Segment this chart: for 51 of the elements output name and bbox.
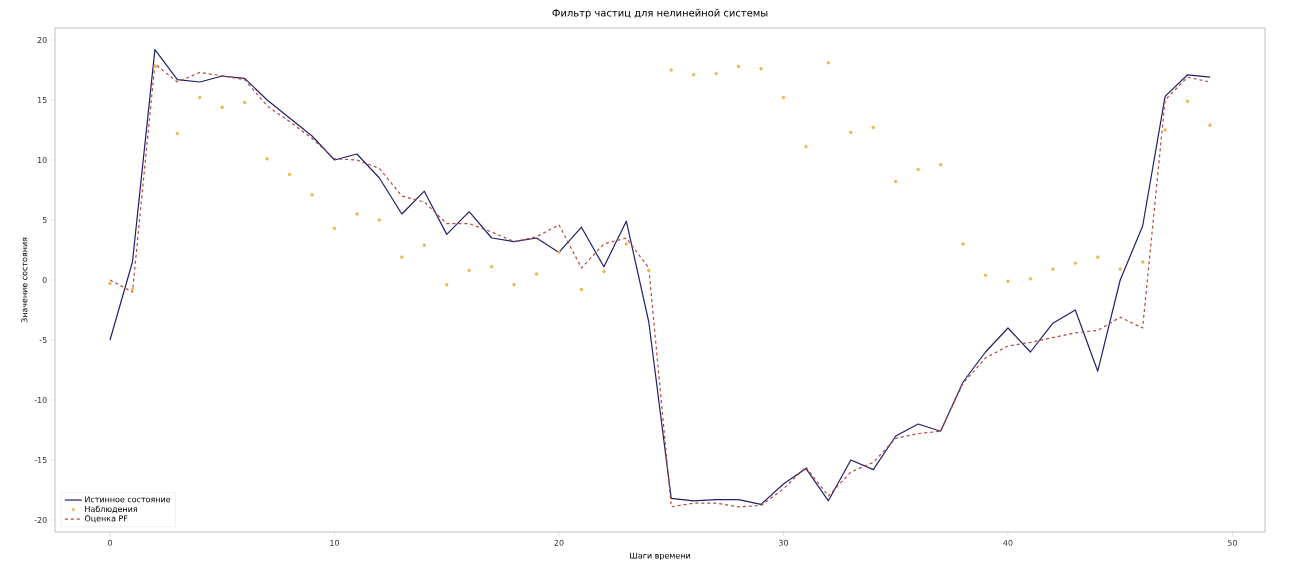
point bbox=[1163, 128, 1167, 132]
point bbox=[894, 179, 898, 184]
point bbox=[781, 95, 786, 100]
point bbox=[243, 100, 247, 105]
point bbox=[557, 250, 561, 255]
point bbox=[1118, 267, 1122, 271]
point bbox=[938, 163, 943, 167]
point bbox=[691, 73, 696, 77]
point bbox=[1208, 123, 1212, 127]
point bbox=[153, 64, 157, 69]
point bbox=[736, 64, 741, 69]
point bbox=[647, 268, 651, 273]
point bbox=[1073, 261, 1077, 265]
point bbox=[220, 105, 224, 109]
point bbox=[198, 95, 202, 100]
point bbox=[512, 283, 516, 287]
point bbox=[489, 265, 494, 269]
point bbox=[422, 243, 426, 247]
point bbox=[579, 287, 584, 292]
point bbox=[400, 255, 404, 259]
point bbox=[1140, 260, 1145, 264]
point bbox=[849, 130, 853, 135]
chart-title: Фильтр частиц для нелинейной системы bbox=[552, 8, 768, 19]
point bbox=[332, 226, 337, 231]
point bbox=[265, 157, 269, 161]
point bbox=[130, 287, 135, 292]
point bbox=[759, 67, 763, 71]
point bbox=[871, 125, 875, 130]
point bbox=[1028, 277, 1033, 281]
point bbox=[287, 172, 292, 177]
point bbox=[714, 71, 718, 76]
point bbox=[1185, 99, 1190, 103]
point bbox=[445, 283, 449, 287]
point bbox=[467, 268, 471, 273]
point bbox=[669, 68, 673, 72]
point bbox=[826, 61, 831, 65]
point bbox=[602, 269, 606, 274]
point bbox=[1006, 279, 1010, 283]
point bbox=[310, 193, 314, 197]
point bbox=[108, 281, 112, 286]
point bbox=[1096, 255, 1100, 259]
point bbox=[534, 272, 539, 276]
point bbox=[355, 212, 359, 216]
point bbox=[961, 242, 965, 246]
point bbox=[1051, 267, 1055, 271]
point bbox=[624, 242, 629, 246]
point bbox=[175, 131, 180, 136]
point bbox=[916, 167, 920, 172]
point bbox=[983, 273, 988, 277]
point bbox=[804, 145, 808, 149]
point bbox=[377, 218, 382, 222]
